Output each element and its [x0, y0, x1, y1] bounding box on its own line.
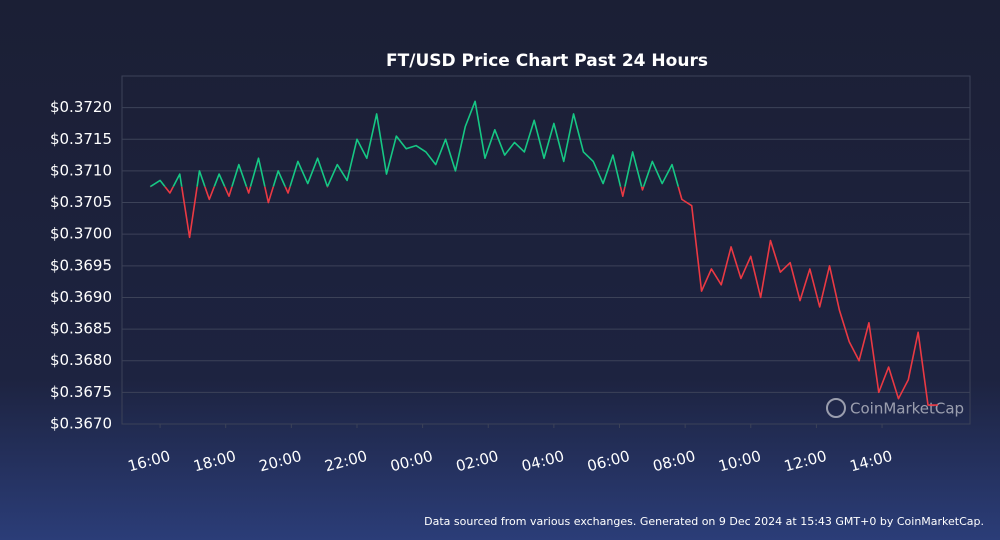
- y-tick-label: $0.3680: [50, 351, 112, 369]
- y-tick-label: $0.3705: [50, 193, 112, 211]
- y-tick-label: $0.3720: [50, 98, 112, 116]
- watermark-logo: [826, 398, 846, 418]
- watermark-group: CoinMarketCap: [826, 398, 964, 418]
- price-line: [149, 100, 680, 187]
- y-tick-label: $0.3675: [50, 383, 112, 401]
- price-line: [150, 186, 938, 406]
- source-note: Data sourced from various exchanges. Gen…: [424, 515, 984, 528]
- y-tick-label: $0.3700: [50, 225, 112, 243]
- y-tick-label: $0.3710: [50, 161, 112, 179]
- y-tick-label: $0.3715: [50, 130, 112, 148]
- y-tick-label: $0.3670: [50, 415, 112, 433]
- y-tick-label: $0.3685: [50, 320, 112, 338]
- chart-title: FT/USD Price Chart Past 24 Hours: [386, 51, 708, 71]
- y-tick-label: $0.3690: [50, 288, 112, 306]
- watermark: CoinMarketCap: [850, 400, 964, 418]
- y-tick-label: $0.3695: [50, 256, 112, 274]
